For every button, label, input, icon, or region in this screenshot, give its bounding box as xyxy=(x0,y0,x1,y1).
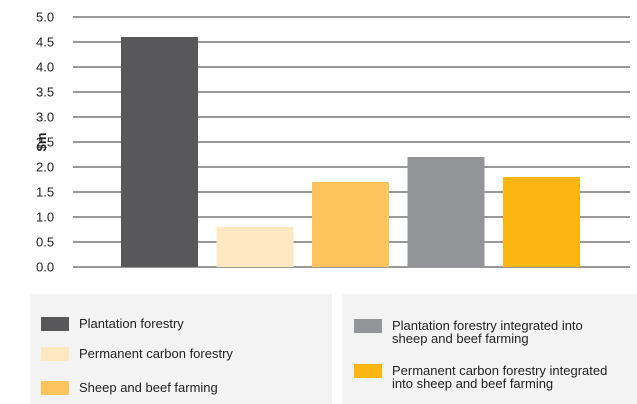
legend-label: Plantation forestry xyxy=(79,317,184,330)
y-tick-label: 1.0 xyxy=(36,210,54,225)
y-tick-label: 4.5 xyxy=(36,35,54,50)
legend-label: Permanent carbon forestry xyxy=(79,347,233,360)
y-axis-label: $m xyxy=(34,133,49,152)
legend-item-left-3: Sheep and beef farming xyxy=(41,381,218,395)
y-tick-label: 2.0 xyxy=(36,160,54,175)
y-tick-label: 5.0 xyxy=(36,10,54,25)
legend-swatch xyxy=(354,319,382,333)
legend-swatch xyxy=(41,347,69,361)
bar-chart: 0.00.51.01.52.02.53.03.54.04.55.0 $m xyxy=(0,0,637,290)
y-tick-label: 3.0 xyxy=(36,110,54,125)
legend-label: Sheep and beef farming xyxy=(79,381,218,394)
legend-label: Plantation forestry integrated into sheep… xyxy=(392,319,583,345)
legend-swatch xyxy=(354,364,382,378)
legend-swatch xyxy=(41,317,69,331)
y-tick-label: 4.0 xyxy=(36,60,54,75)
legend-item-right-1: Plantation forestry integrated into sheep… xyxy=(354,319,583,345)
bar-1 xyxy=(121,37,198,267)
bar-4 xyxy=(408,157,485,267)
bar-2 xyxy=(217,227,294,267)
y-tick-label: 3.5 xyxy=(36,85,54,100)
y-tick-label: 0.5 xyxy=(36,235,54,250)
bars xyxy=(121,37,580,267)
y-tick-label: 1.5 xyxy=(36,185,54,200)
legend-item-right-2: Permanent carbon forestry integrated into… xyxy=(354,364,607,390)
legend-label: Permanent carbon forestry integrated into… xyxy=(392,364,607,390)
legend-swatch xyxy=(41,381,69,395)
bar-5 xyxy=(503,177,580,267)
y-tick-label: 0.0 xyxy=(36,260,54,275)
bar-3 xyxy=(312,182,389,267)
legend-item-left-2: Permanent carbon forestry xyxy=(41,347,233,361)
legend-item-left-1: Plantation forestry xyxy=(41,317,184,331)
